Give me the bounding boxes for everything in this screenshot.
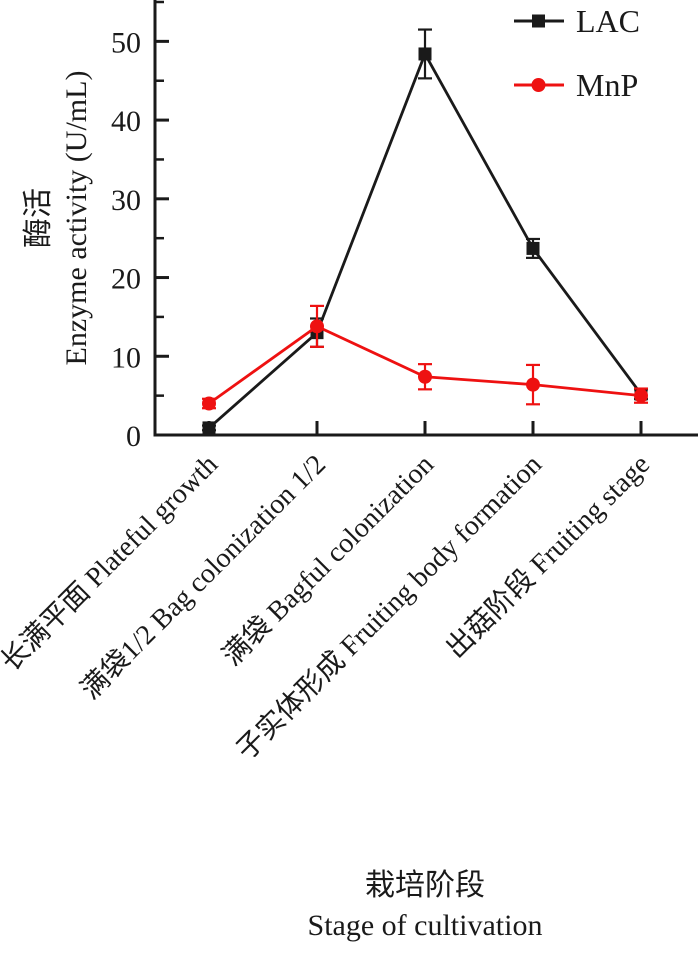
legend-item-mnp: MnP — [514, 64, 640, 106]
y-axis-title: 酶活 Enzyme activity (U/mL) — [20, 0, 96, 438]
x-tick-label: 满袋 Bagful colonization — [216, 448, 440, 672]
x-axis-title: 栽培阶段 Stage of cultivation — [155, 866, 695, 946]
mnp-line-circle-marker-icon — [514, 78, 564, 92]
y-tick-label: 10 — [111, 341, 141, 374]
y-tick-label: 20 — [111, 263, 141, 296]
y-tick-label: 0 — [126, 420, 141, 453]
x-axis-title-zh: 栽培阶段 — [365, 869, 485, 902]
legend: LAC MnP — [514, 0, 640, 106]
x-tick-label: 长满平面 Plateful growth — [0, 448, 224, 677]
lac-data-point — [526, 241, 540, 255]
y-axis-title-en: Enzyme activity (U/mL) — [60, 70, 93, 366]
y-tick-label: 50 — [111, 26, 141, 59]
lac-data-point — [418, 47, 432, 61]
mnp-data-point — [634, 388, 648, 403]
lac-line-square-marker-icon — [514, 14, 564, 28]
mnp-data-point — [526, 377, 540, 392]
y-axis-title-zh: 酶活 — [22, 188, 55, 248]
y-tick-label: 40 — [111, 105, 141, 138]
x-tick-label: 出菇阶段 Fruiting stage — [440, 448, 656, 664]
y-tick-label: 30 — [111, 184, 141, 217]
legend-label-mnp: MnP — [576, 67, 639, 103]
lac-data-point — [202, 421, 216, 435]
legend-item-lac: LAC — [514, 0, 640, 42]
x-axis-title-en: Stage of cultivation — [307, 909, 543, 942]
legend-label-lac: LAC — [576, 3, 640, 39]
mnp-data-point — [310, 319, 324, 334]
mnp-data-point — [418, 369, 432, 384]
mnp-data-point — [202, 396, 216, 411]
